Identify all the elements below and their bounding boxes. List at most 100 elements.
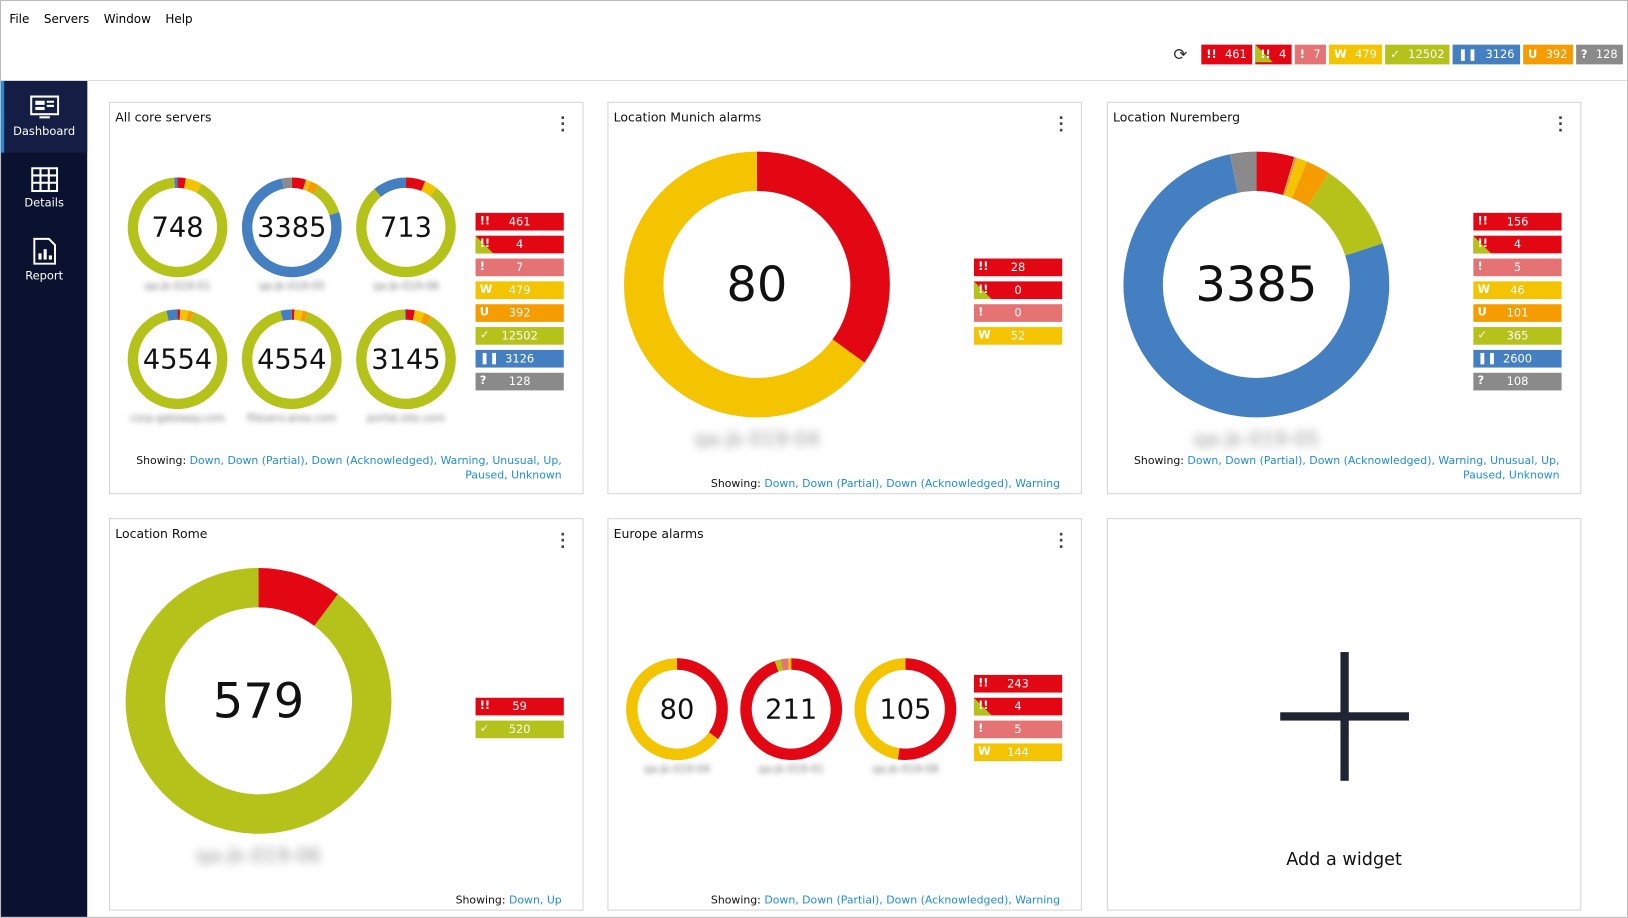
donut-segment-unusual bbox=[420, 312, 432, 326]
donut-chart[interactable]: 3385 bbox=[1121, 150, 1391, 420]
more-options-icon[interactable]: · · · bbox=[559, 526, 566, 556]
donut-chart[interactable]: 80 bbox=[624, 656, 730, 762]
donut-segment-warning bbox=[421, 181, 437, 197]
refresh-icon[interactable]: ⟳ bbox=[1173, 44, 1188, 64]
more-options-icon[interactable]: · · · bbox=[1557, 110, 1564, 140]
widget-title: Location Rome bbox=[115, 526, 208, 541]
status-count: 392 bbox=[508, 306, 531, 320]
server-name: qa-jk-019-08 bbox=[872, 764, 939, 776]
legend-item-down[interactable]: !! 156 bbox=[1473, 212, 1562, 231]
legend-item-unusual[interactable]: U 101 bbox=[1473, 304, 1562, 322]
legend-item-ack[interactable]: ! 5 bbox=[973, 720, 1063, 739]
partial-status-icon: !! bbox=[978, 698, 989, 713]
legend-item-down[interactable]: !! 28 bbox=[973, 258, 1063, 277]
status-count: 5 bbox=[1014, 722, 1022, 737]
legend-item-warning[interactable]: W 46 bbox=[1473, 281, 1562, 300]
partial-accent bbox=[1473, 235, 1491, 254]
widget-location-nuremberg: Location Nuremberg · · · 3385 qa-jk-019-05!!… bbox=[1106, 101, 1582, 495]
menu-servers[interactable]: Servers bbox=[43, 11, 90, 26]
donut-total: 211 bbox=[765, 695, 817, 726]
status-badge-unusual[interactable]: U 392 bbox=[1522, 44, 1573, 65]
donut-chart[interactable]: 579 bbox=[124, 566, 394, 836]
grid-icon bbox=[30, 167, 58, 193]
legend-item-up[interactable]: ✓ 520 bbox=[475, 720, 564, 739]
donut-total: 3385 bbox=[257, 213, 326, 244]
status-count: 46 bbox=[1510, 283, 1525, 297]
status-badge-down[interactable]: !! 461 bbox=[1201, 44, 1252, 65]
legend-item-down[interactable]: !! 461 bbox=[475, 212, 564, 231]
donut-segment-down bbox=[177, 177, 186, 189]
menu-file[interactable]: File bbox=[9, 11, 30, 26]
status-badge-warning[interactable]: W 479 bbox=[1328, 44, 1382, 65]
legend-item-partial[interactable]: !! 0 bbox=[973, 281, 1063, 300]
donut-chart[interactable]: 105 bbox=[852, 656, 958, 762]
donut-total: 80 bbox=[660, 695, 695, 726]
legend-item-paused[interactable]: ❚❚ 3126 bbox=[475, 349, 564, 368]
donut-chart[interactable]: 713 bbox=[354, 175, 458, 279]
legend-item-partial[interactable]: !! 4 bbox=[1473, 235, 1562, 254]
more-options-icon[interactable]: · · · bbox=[1058, 110, 1064, 140]
report-icon bbox=[32, 237, 56, 265]
status-badge-paused[interactable]: ❚❚ 3126 bbox=[1452, 44, 1520, 65]
donut-chart[interactable]: 3145 bbox=[354, 307, 458, 411]
sidebar-item-report[interactable]: Report bbox=[1, 224, 87, 296]
donut-chart[interactable]: 3385 bbox=[240, 175, 344, 279]
legend-item-partial[interactable]: !! 4 bbox=[475, 235, 564, 254]
status-legend: !! 28 !! 0 ! 0 W 52 bbox=[973, 258, 1063, 345]
donut-chart[interactable]: 4554 bbox=[240, 307, 344, 411]
legend-item-ack[interactable]: ! 5 bbox=[1473, 258, 1562, 277]
showing-filter-link[interactable]: Down, Down (Partial), Down (Acknowledged… bbox=[764, 477, 1061, 491]
ack-status-icon: ! bbox=[1299, 47, 1306, 62]
warning-status-icon: W bbox=[978, 744, 991, 758]
legend-item-ack[interactable]: ! 0 bbox=[973, 304, 1063, 322]
status-badge-ack[interactable]: ! 7 bbox=[1294, 44, 1326, 65]
showing-filter-link[interactable]: Down, Down (Partial), Down (Acknowledged… bbox=[1187, 454, 1560, 482]
legend-item-unusual[interactable]: U 392 bbox=[475, 304, 564, 322]
down-status-icon: !! bbox=[978, 259, 989, 274]
legend-item-unknown[interactable]: ? 128 bbox=[475, 372, 564, 391]
legend-item-unknown[interactable]: ? 108 bbox=[1473, 372, 1562, 391]
legend-item-down[interactable]: !! 59 bbox=[475, 697, 564, 716]
status-badge-unknown[interactable]: ? 128 bbox=[1575, 44, 1623, 65]
legend-item-partial[interactable]: !! 4 bbox=[973, 697, 1063, 716]
showing-filter: Showing: Down, Down (Partial), Down (Ack… bbox=[624, 477, 1060, 492]
donut-chart[interactable]: 4554 bbox=[126, 307, 230, 411]
donut-chart[interactable]: 80 bbox=[622, 150, 892, 420]
widget-title: Location Munich alarms bbox=[613, 110, 762, 125]
status-count: 4 bbox=[1014, 699, 1022, 714]
sidebar-item-label: Report bbox=[25, 268, 64, 283]
status-badge-partial[interactable]: !! 4 bbox=[1255, 44, 1292, 65]
legend-item-ack[interactable]: ! 7 bbox=[475, 258, 564, 277]
donut-chart[interactable]: 211 bbox=[738, 656, 844, 762]
add-widget-label: Add a widget bbox=[1286, 849, 1402, 871]
monitor-icon bbox=[29, 95, 59, 119]
status-badge-up[interactable]: ✓ 12502 bbox=[1385, 44, 1450, 65]
legend-item-warning[interactable]: W 52 bbox=[973, 327, 1063, 345]
more-options-icon[interactable]: · · · bbox=[559, 110, 566, 140]
more-options-icon[interactable]: · · · bbox=[1058, 526, 1064, 556]
donut-segment-down bbox=[291, 177, 306, 190]
legend-item-up[interactable]: ✓ 12502 bbox=[475, 327, 564, 345]
legend-item-up[interactable]: ✓ 365 bbox=[1473, 327, 1562, 345]
sidebar-item-dashboard[interactable]: Dashboard bbox=[1, 80, 88, 153]
donut-segment-warning bbox=[179, 309, 189, 321]
unusual-status-icon: U bbox=[479, 305, 489, 319]
donut-segment-ack bbox=[780, 658, 789, 671]
showing-filter-link[interactable]: Down, Down (Partial), Down (Acknowledged… bbox=[764, 893, 1061, 907]
donut-total: 4554 bbox=[257, 345, 326, 376]
showing-filter-link[interactable]: Down, Up bbox=[508, 893, 562, 907]
legend-item-warning[interactable]: W 144 bbox=[973, 743, 1063, 762]
legend-item-warning[interactable]: W 479 bbox=[475, 281, 564, 300]
showing-filter-link[interactable]: Down, Down (Partial), Down (Acknowledged… bbox=[189, 454, 562, 482]
legend-item-paused[interactable]: ❚❚ 2600 bbox=[1473, 349, 1562, 368]
menu-window[interactable]: Window bbox=[103, 11, 151, 26]
partial-accent bbox=[973, 281, 992, 300]
status-count: 7 bbox=[516, 260, 524, 275]
menu-help[interactable]: Help bbox=[165, 11, 193, 26]
sidebar-item-details[interactable]: Details bbox=[1, 153, 87, 225]
plus-icon bbox=[1280, 652, 1409, 781]
server-name: fileserv.area.com bbox=[247, 413, 337, 425]
donut-chart[interactable]: 748 bbox=[126, 175, 230, 279]
add-widget-panel[interactable]: Add a widget bbox=[1106, 518, 1582, 911]
legend-item-down[interactable]: !! 243 bbox=[973, 674, 1063, 693]
